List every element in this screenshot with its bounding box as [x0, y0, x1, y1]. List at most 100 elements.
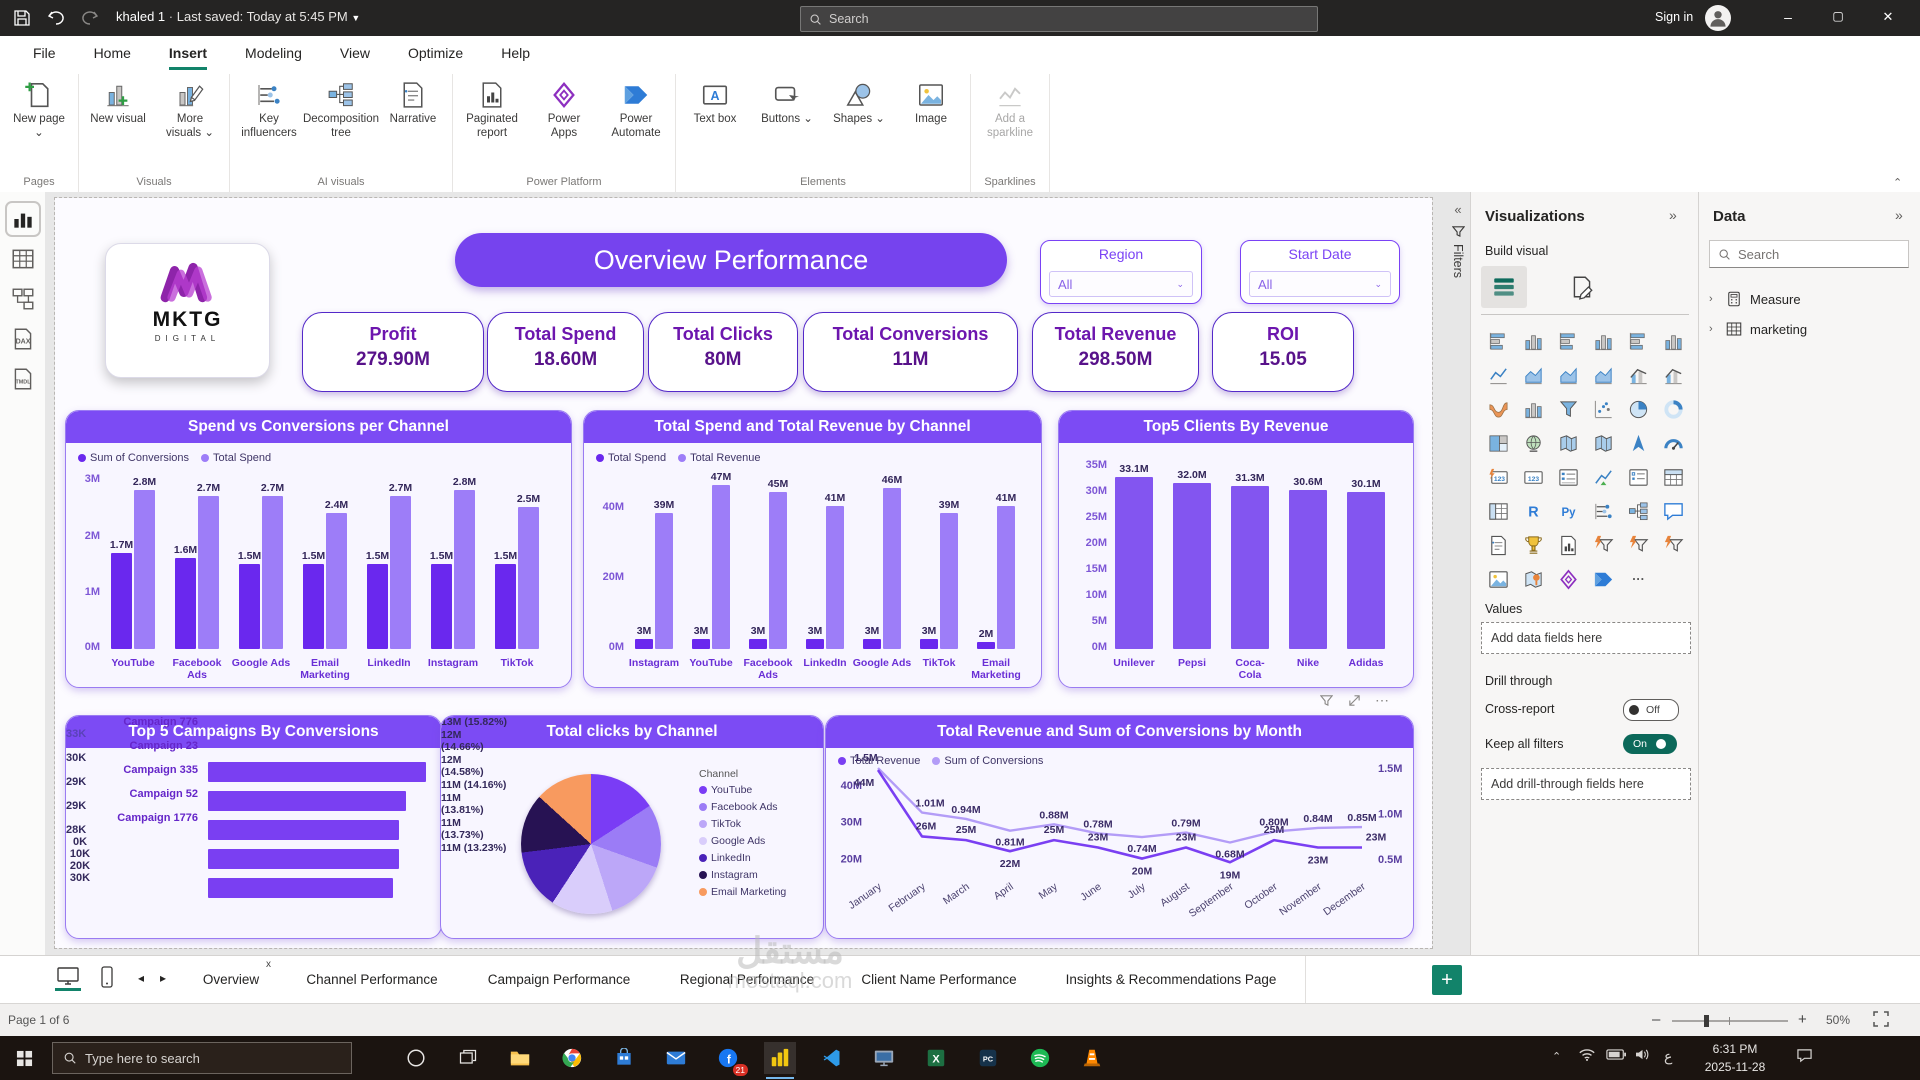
ribbon-buttons-button[interactable]: Buttons ⌄ [758, 80, 816, 127]
kpi-icon[interactable] [1586, 460, 1621, 494]
bar-campaign-52[interactable] [208, 849, 400, 869]
menu-optimize[interactable]: Optimize [407, 45, 464, 61]
bar-campaign-335[interactable] [208, 820, 400, 840]
add-drill-fields-well[interactable]: Add drill-through fields here [1481, 768, 1691, 800]
card-icon[interactable]: 123 [1516, 460, 1551, 494]
new-page-button[interactable]: + [1432, 965, 1462, 995]
chevron-down-icon[interactable]: ⌄ [1176, 278, 1184, 289]
bar-campaign-776[interactable] [208, 762, 426, 782]
keyboard-language[interactable]: ع [1664, 1048, 1673, 1064]
ribbon-power-apps-button[interactable]: Power Apps [535, 80, 593, 140]
more-options-icon[interactable]: ⋯ [1375, 691, 1389, 708]
bar-instagram[interactable] [635, 638, 653, 649]
tray-chevron-icon[interactable]: ⌃ [1552, 1051, 1562, 1063]
100-stacked-area-chart-icon[interactable] [1586, 358, 1621, 392]
data-search-input[interactable]: Search [1709, 240, 1909, 268]
chevron-right-icon[interactable]: › [1709, 293, 1713, 305]
python-visual-icon[interactable]: Py [1551, 494, 1586, 528]
kpi-card-total-clicks[interactable]: Total Clicks 80M [648, 312, 798, 392]
arcgis-map-icon[interactable] [1516, 562, 1551, 596]
bar-nike[interactable] [1289, 489, 1327, 649]
model-view-icon[interactable] [10, 286, 36, 312]
taskbar-icon-task-view[interactable] [452, 1042, 484, 1074]
close-button[interactable]: ✕ [1882, 9, 1894, 24]
menu-help[interactable]: Help [501, 45, 530, 61]
matrix-icon[interactable] [1481, 494, 1516, 528]
scatter-chart-icon[interactable] [1586, 392, 1621, 426]
map-icon[interactable] [1516, 426, 1551, 460]
save-icon[interactable] [12, 8, 32, 28]
ribbon-new-page-button[interactable]: New page ⌄ [10, 80, 68, 140]
ribbon-narrative-button[interactable]: Narrative [384, 80, 442, 127]
action-center-icon[interactable] [1796, 1048, 1813, 1063]
chart-top5-campaigns[interactable]: Top 5 Campaigns By Conversions Campaign … [65, 715, 442, 939]
kpi-card-total-revenue[interactable]: Total Revenue 298.50M [1032, 312, 1199, 392]
collapse-pane-icon[interactable]: » [1895, 207, 1903, 223]
gauge-icon[interactable] [1656, 426, 1691, 460]
menu-file[interactable]: File [33, 45, 56, 61]
slicer-new-icon[interactable] [1621, 460, 1656, 494]
global-search-input[interactable]: Search [800, 6, 1318, 32]
taskbar-icon-pc-manager[interactable]: PC [972, 1042, 1004, 1074]
taskbar-icon-microsoft-store[interactable] [608, 1042, 640, 1074]
100-stacked-column-chart-icon[interactable] [1656, 324, 1691, 358]
taskbar-icon-vscode[interactable] [816, 1042, 848, 1074]
sign-in-link[interactable]: Sign in [1655, 10, 1694, 24]
chart-top5-clients[interactable]: Top5 Clients By Revenue 0M 5M 10M 15M 20M 25M… [1058, 410, 1414, 688]
tmdl-view-icon[interactable]: TMDL [10, 366, 36, 392]
treemap-icon[interactable] [1481, 426, 1516, 460]
clustered-bar-chart-icon[interactable] [1551, 324, 1586, 358]
chevron-down-icon[interactable]: ⌄ [1374, 278, 1382, 289]
undo-icon[interactable] [46, 8, 66, 28]
start-button[interactable] [8, 1042, 40, 1074]
more-visual-options-icon[interactable]: ··· [1621, 562, 1656, 596]
redo-icon[interactable] [80, 8, 100, 28]
taskbar-icon-excel[interactable]: X [920, 1042, 952, 1074]
bar-email-marketing[interactable] [303, 564, 324, 649]
pie-chart-icon[interactable] [1621, 392, 1656, 426]
bar-coca-cola[interactable] [1231, 486, 1269, 649]
metrics-icon[interactable] [1516, 528, 1551, 562]
ribbon-power-automate-button[interactable]: Power Automate [607, 80, 665, 140]
fit-to-page-icon[interactable] [1872, 1010, 1890, 1028]
data-item-marketing[interactable]: › marketing [1709, 321, 1808, 337]
line-stacked-column-chart-icon[interactable] [1621, 358, 1656, 392]
bar-instagram[interactable] [655, 512, 673, 649]
clock[interactable]: 6:31 PM 2025-11-28 [1704, 1042, 1766, 1074]
taskbar-search-input[interactable]: Type here to search [52, 1042, 352, 1074]
filled-map-icon[interactable] [1551, 426, 1586, 460]
bar-linkedin[interactable] [390, 496, 411, 649]
menu-insert[interactable]: Insert [168, 45, 208, 70]
decomposition-tree-visual-icon[interactable] [1621, 494, 1656, 528]
ribbon-shapes-button[interactable]: Shapes ⌄ [830, 80, 888, 127]
bar-google-ads[interactable] [863, 638, 881, 649]
collapse-pane-icon[interactable]: » [1669, 207, 1677, 223]
dax-query-view-icon[interactable]: DAX [10, 326, 36, 352]
tab-overview[interactable]: Overview x [183, 956, 280, 1006]
bar-google-ads[interactable] [239, 564, 260, 649]
ribbon-paginated-report-button[interactable]: Paginated report [463, 80, 521, 140]
kpi-card-profit[interactable]: Profit 279.90M [302, 312, 484, 392]
zoom-in-button[interactable]: + [1798, 1011, 1807, 1028]
bar-tiktok[interactable] [495, 564, 516, 649]
bar-youtube[interactable] [111, 552, 132, 649]
stacked-column-chart-icon[interactable] [1516, 324, 1551, 358]
wifi-icon[interactable] [1578, 1047, 1596, 1062]
ribbon-sparkline-button[interactable]: Add a sparkline [981, 80, 1039, 140]
multi-row-card-icon[interactable] [1551, 460, 1586, 494]
menu-modeling[interactable]: Modeling [245, 45, 302, 61]
chart-revenue-conversions-by-month[interactable]: Total Revenue and Sum of Conversions by … [825, 715, 1414, 939]
bar-facebook-ads[interactable] [175, 558, 196, 649]
100-stacked-bar-chart-icon[interactable] [1621, 324, 1656, 358]
bar-facebook-ads[interactable] [198, 496, 219, 649]
bar-tiktok[interactable] [920, 638, 938, 649]
bar-email-marketing[interactable] [977, 642, 995, 649]
zoom-slider-track[interactable] [1672, 1015, 1788, 1027]
bar-facebook-ads[interactable] [749, 638, 767, 649]
filter-icon[interactable] [1317, 692, 1335, 708]
taskbar-icon-spotify[interactable] [1024, 1042, 1056, 1074]
chart-spend-revenue-by-channel[interactable]: Total Spend and Total Revenue by Channel… [583, 410, 1042, 688]
bar-tiktok[interactable] [518, 507, 539, 649]
kpi-card-total-conversions[interactable]: Total Conversions 11M [803, 312, 1018, 392]
shape-map-icon[interactable] [1586, 426, 1621, 460]
